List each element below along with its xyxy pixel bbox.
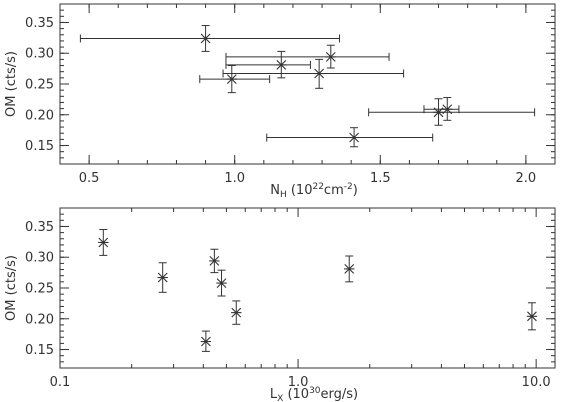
y-tick-label: 0.15 — [25, 343, 54, 358]
x-axis-title-unit-sup: 22 — [312, 182, 323, 192]
tick-label-group: 0.15 0.20 0.25 0.30 0.35 0.5 1.0 1.5 2.0 — [25, 16, 536, 186]
x-axis-title-unit-end: ) — [353, 183, 358, 198]
tick-group — [59, 4, 556, 165]
data-point — [98, 237, 109, 248]
y-tick-label: 0.25 — [25, 78, 54, 93]
y-tick-label: 0.30 — [25, 47, 54, 62]
x-axis-title-unit-close: cm — [324, 183, 344, 198]
x-axis-title: NH (1022cm-2) — [270, 182, 358, 200]
data-point — [433, 107, 444, 118]
y-tick-label: 0.35 — [25, 16, 54, 31]
x-axis-title-sub: H — [280, 190, 287, 200]
data-point — [209, 256, 220, 266]
x-axis-title: LX (1030erg/s) — [270, 386, 358, 402]
x-tick-label: 1.0 — [224, 171, 245, 186]
data-point — [526, 311, 538, 322]
x-axis-title-unit-open: (10 — [283, 387, 309, 402]
data-point — [325, 52, 336, 62]
data-point — [200, 336, 212, 347]
point-group — [200, 33, 453, 143]
x-tick-label: 1.0 — [288, 375, 309, 390]
tick-label-group: 0.15 0.20 0.25 0.30 0.35 0.1 1.0 10.0 — [25, 220, 551, 390]
y-tick-label: 0.30 — [25, 251, 54, 266]
panel-nh-vs-om: 0.15 0.20 0.25 0.30 0.35 0.5 1.0 1.5 2.0 OM (cts… — [4, 3, 556, 200]
x-axis-title-base: L — [270, 387, 278, 402]
x-axis-title-sub: X — [277, 394, 283, 402]
y-axis-title: OM (cts/s) — [4, 51, 19, 117]
x-axis-title-base: N — [270, 183, 280, 198]
x-axis-title-unit-open: (10 — [287, 183, 313, 198]
data-point — [276, 60, 287, 70]
y-tick-label: 0.15 — [25, 139, 54, 154]
data-point — [157, 272, 168, 283]
x-tick-label: 0.1 — [50, 375, 71, 390]
x-axis-title-unit-sup: 30 — [309, 386, 321, 396]
plot-frame — [59, 3, 556, 165]
plot-frame — [59, 207, 556, 369]
tick-group — [59, 208, 555, 369]
x-tick-label: 2.0 — [516, 171, 537, 186]
x-tick-label: 10.0 — [522, 375, 551, 390]
y-axis-title: OM (cts/s) — [4, 255, 19, 321]
data-point — [200, 33, 211, 44]
data-point — [216, 278, 227, 288]
errorbar-group — [99, 229, 536, 352]
y-tick-label: 0.35 — [25, 220, 54, 235]
data-point — [226, 74, 237, 84]
y-tick-label: 0.20 — [25, 312, 54, 327]
panel-lx-vs-om: 0.15 0.20 0.25 0.30 0.35 0.1 1.0 10.0 OM (cts/s… — [4, 207, 556, 402]
point-group — [98, 237, 538, 347]
y-tick-label: 0.20 — [25, 108, 54, 123]
x-axis-title-unit-sup2: -2 — [344, 182, 353, 192]
data-point — [348, 132, 360, 143]
data-point — [313, 68, 325, 79]
x-tick-label: 0.5 — [79, 171, 100, 186]
y-tick-label: 0.25 — [25, 282, 54, 297]
data-point — [231, 307, 242, 318]
data-point — [442, 104, 453, 115]
x-axis-title-unit-close: erg/s) — [321, 387, 359, 402]
errorbar-group — [79, 25, 536, 148]
x-tick-label: 1.5 — [370, 171, 391, 186]
data-point — [344, 264, 355, 274]
